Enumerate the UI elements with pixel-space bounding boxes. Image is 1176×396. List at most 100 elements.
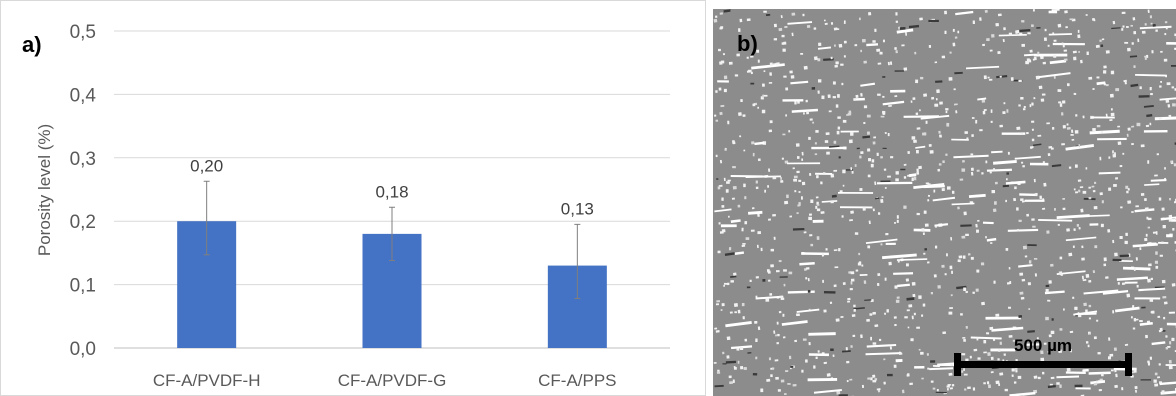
fiber-speck bbox=[1019, 291, 1024, 295]
fiber-speck bbox=[1078, 314, 1082, 318]
fiber-speck bbox=[906, 309, 910, 312]
fiber-speck bbox=[1050, 263, 1054, 267]
fiber-speck bbox=[808, 353, 829, 357]
fiber-speck bbox=[1074, 164, 1078, 168]
fiber-speck bbox=[1112, 150, 1114, 154]
fiber-speck bbox=[717, 369, 720, 372]
fiber-speck bbox=[885, 232, 889, 236]
fiber-speck bbox=[1147, 362, 1150, 366]
fiber-speck bbox=[1073, 92, 1077, 95]
fiber-speck bbox=[999, 372, 1004, 376]
fiber-speck bbox=[818, 42, 822, 46]
fiber-speck bbox=[1135, 389, 1138, 393]
fiber-speck bbox=[883, 381, 886, 385]
fiber-speck bbox=[852, 334, 856, 337]
fiber-speck bbox=[1037, 376, 1041, 380]
fiber-speck bbox=[1071, 138, 1075, 141]
fiber-speck bbox=[794, 101, 797, 105]
fiber-speck bbox=[1070, 133, 1074, 136]
fiber-speck bbox=[1072, 296, 1075, 299]
fiber-speck bbox=[1143, 105, 1154, 108]
fiber-speck bbox=[1155, 29, 1158, 32]
fiber-speck bbox=[977, 97, 987, 101]
fiber-speck bbox=[796, 313, 800, 316]
fiber-speck bbox=[718, 222, 721, 225]
fiber-speck bbox=[1095, 44, 1100, 48]
fiber-speck bbox=[822, 279, 824, 283]
fiber-speck bbox=[849, 378, 853, 381]
fiber-speck bbox=[1139, 320, 1143, 323]
fiber-speck bbox=[1065, 236, 1097, 242]
fiber-speck bbox=[776, 321, 779, 325]
fiber-speck bbox=[865, 238, 898, 244]
fiber-speck bbox=[1144, 198, 1147, 201]
fiber-speck bbox=[817, 79, 822, 83]
fiber-speck bbox=[895, 171, 899, 175]
fiber-speck bbox=[1162, 296, 1167, 299]
fiber-speck bbox=[896, 296, 900, 299]
fiber-speck bbox=[1033, 53, 1068, 57]
fiber-speck bbox=[942, 160, 945, 164]
fiber-speck bbox=[946, 253, 948, 257]
fiber-speck bbox=[1093, 382, 1098, 386]
fiber-speck bbox=[991, 34, 995, 38]
fiber-speck bbox=[850, 132, 854, 136]
x-category-label: CF-A/PVDF-H bbox=[153, 371, 261, 390]
fiber-speck bbox=[768, 218, 771, 221]
fiber-speck bbox=[1082, 368, 1089, 372]
fiber-speck bbox=[1075, 114, 1078, 117]
fiber-speck bbox=[1002, 184, 1010, 188]
fiber-speck bbox=[995, 380, 1000, 385]
fiber-speck bbox=[767, 168, 771, 172]
fiber-speck bbox=[876, 152, 879, 156]
fiber-speck bbox=[959, 178, 964, 181]
fiber-speck bbox=[853, 98, 856, 101]
fiber-speck bbox=[868, 220, 871, 225]
fiber-speck bbox=[998, 33, 1027, 37]
fiber-speck bbox=[985, 160, 988, 164]
fiber-speck bbox=[817, 350, 820, 353]
fiber-speck bbox=[924, 248, 927, 251]
fiber-speck bbox=[915, 145, 926, 149]
fiber-speck bbox=[1033, 258, 1038, 260]
fiber-speck bbox=[1127, 127, 1131, 131]
fiber-speck bbox=[848, 139, 853, 144]
fiber-speck bbox=[895, 178, 899, 182]
fiber-speck bbox=[890, 89, 906, 93]
fiber-speck bbox=[982, 110, 986, 115]
fiber-speck bbox=[1013, 197, 1017, 202]
fiber-speck bbox=[944, 10, 947, 15]
fiber-speck bbox=[815, 356, 818, 360]
fiber-speck bbox=[1147, 217, 1152, 221]
fiber-speck bbox=[1145, 233, 1148, 237]
fiber-speck bbox=[933, 365, 940, 368]
fiber-speck bbox=[804, 268, 807, 271]
fiber-speck bbox=[1061, 112, 1064, 116]
fiber-speck bbox=[796, 308, 820, 313]
fiber-speck bbox=[1154, 116, 1176, 121]
fiber-speck bbox=[791, 12, 796, 16]
fiber-speck bbox=[923, 252, 926, 255]
fiber-speck bbox=[740, 346, 744, 350]
fiber-speck bbox=[1165, 364, 1176, 367]
fiber-speck bbox=[1092, 189, 1096, 193]
fiber-speck bbox=[965, 233, 969, 237]
fiber-speck bbox=[1161, 207, 1165, 211]
error-bar bbox=[203, 180, 210, 256]
fiber-speck bbox=[916, 168, 919, 173]
fiber-speck bbox=[865, 352, 902, 356]
fiber-speck bbox=[784, 200, 789, 205]
fiber-speck bbox=[1042, 61, 1047, 65]
fiber-speck bbox=[924, 223, 929, 227]
fiber-speck bbox=[838, 156, 841, 159]
fiber-speck bbox=[920, 76, 924, 80]
fiber-speck bbox=[1048, 280, 1052, 284]
fiber-speck bbox=[970, 256, 974, 260]
fiber-speck bbox=[743, 367, 747, 370]
fiber-speck bbox=[814, 142, 817, 145]
fiber-speck bbox=[876, 388, 881, 391]
fiber-speck bbox=[1065, 26, 1068, 29]
fiber-speck bbox=[993, 160, 1017, 165]
x-category-label: CF-A/PVDF-G bbox=[338, 371, 447, 390]
fiber-speck bbox=[846, 360, 850, 364]
